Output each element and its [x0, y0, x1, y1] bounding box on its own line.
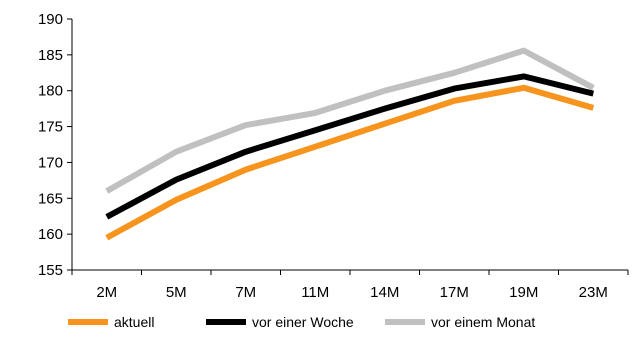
y-tick-label: 160 — [38, 226, 63, 243]
x-tick-label: 5M — [166, 284, 187, 301]
x-tick-label: 7M — [235, 284, 256, 301]
x-tick-label: 11M — [301, 284, 329, 301]
series-line-0 — [107, 88, 594, 238]
legend-label-0: aktuell — [114, 314, 154, 330]
series-lines — [107, 51, 594, 238]
y-tick-label: 155 — [38, 262, 63, 279]
legend: aktuell vor einer Woche vor einem Monat — [68, 314, 535, 330]
y-tick-label: 190 — [38, 11, 63, 28]
y-tick-label: 170 — [38, 154, 63, 171]
x-tick-label: 14M — [370, 284, 399, 301]
legend-label-1: vor einer Woche — [252, 314, 354, 330]
y-tick-label: 185 — [38, 47, 63, 64]
y-tick-label: 175 — [38, 119, 63, 136]
x-tick-label: 17M — [440, 284, 469, 301]
y-tick-label: 165 — [38, 190, 63, 207]
y-tick-label: 180 — [38, 83, 63, 100]
legend-label-2: vor einem Monat — [431, 314, 535, 330]
x-tick-label: 23M — [579, 284, 608, 301]
x-tick-label: 19M — [509, 284, 538, 301]
x-tick-label: 2M — [96, 284, 117, 301]
axes: 155 160 165 170 175 180 185 190 2M 5M 7M 11M 14M 17M 1… — [38, 11, 628, 301]
